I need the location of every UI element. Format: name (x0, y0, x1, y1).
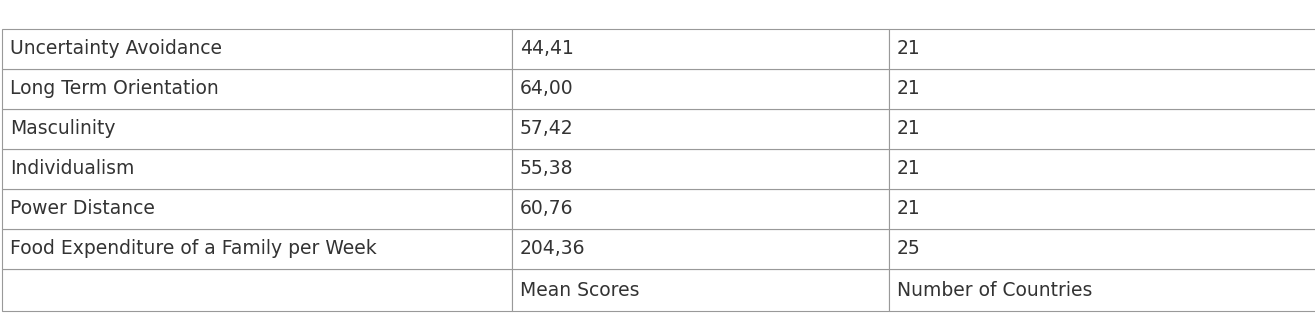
Bar (512, 69, 889, 109)
Text: 21: 21 (897, 80, 920, 99)
Bar (3, 189, 512, 229)
Bar (512, 229, 889, 269)
Bar (512, 189, 889, 229)
Text: Long Term Orientation: Long Term Orientation (11, 80, 218, 99)
Bar (512, 149, 889, 189)
Bar (3, 269, 512, 311)
Text: 60,76: 60,76 (519, 199, 573, 218)
Text: Power Distance: Power Distance (11, 199, 155, 218)
Text: 25: 25 (897, 239, 920, 259)
Bar (3, 69, 512, 109)
Bar (3, 29, 512, 69)
Text: Masculinity: Masculinity (11, 120, 116, 138)
Text: Food Expenditure of a Family per Week: Food Expenditure of a Family per Week (11, 239, 377, 259)
Text: 64,00: 64,00 (519, 80, 573, 99)
Text: 21: 21 (897, 160, 920, 178)
Text: 21: 21 (897, 39, 920, 59)
Text: Number of Countries: Number of Countries (897, 280, 1093, 300)
Bar (512, 109, 889, 149)
Bar (889, 69, 1315, 109)
Text: Uncertainty Avoidance: Uncertainty Avoidance (11, 39, 222, 59)
Bar (889, 229, 1315, 269)
Text: Mean Scores: Mean Scores (519, 280, 639, 300)
Text: 21: 21 (897, 120, 920, 138)
Bar (3, 229, 512, 269)
Text: 55,38: 55,38 (519, 160, 573, 178)
Bar (3, 149, 512, 189)
Bar (512, 269, 889, 311)
Bar (889, 149, 1315, 189)
Bar (889, 189, 1315, 229)
Text: 57,42: 57,42 (519, 120, 573, 138)
Text: 204,36: 204,36 (519, 239, 585, 259)
Bar (889, 109, 1315, 149)
Bar (512, 29, 889, 69)
Text: 21: 21 (897, 199, 920, 218)
Bar (889, 269, 1315, 311)
Text: 44,41: 44,41 (519, 39, 573, 59)
Bar (3, 109, 512, 149)
Text: Individualism: Individualism (11, 160, 134, 178)
Bar (889, 29, 1315, 69)
